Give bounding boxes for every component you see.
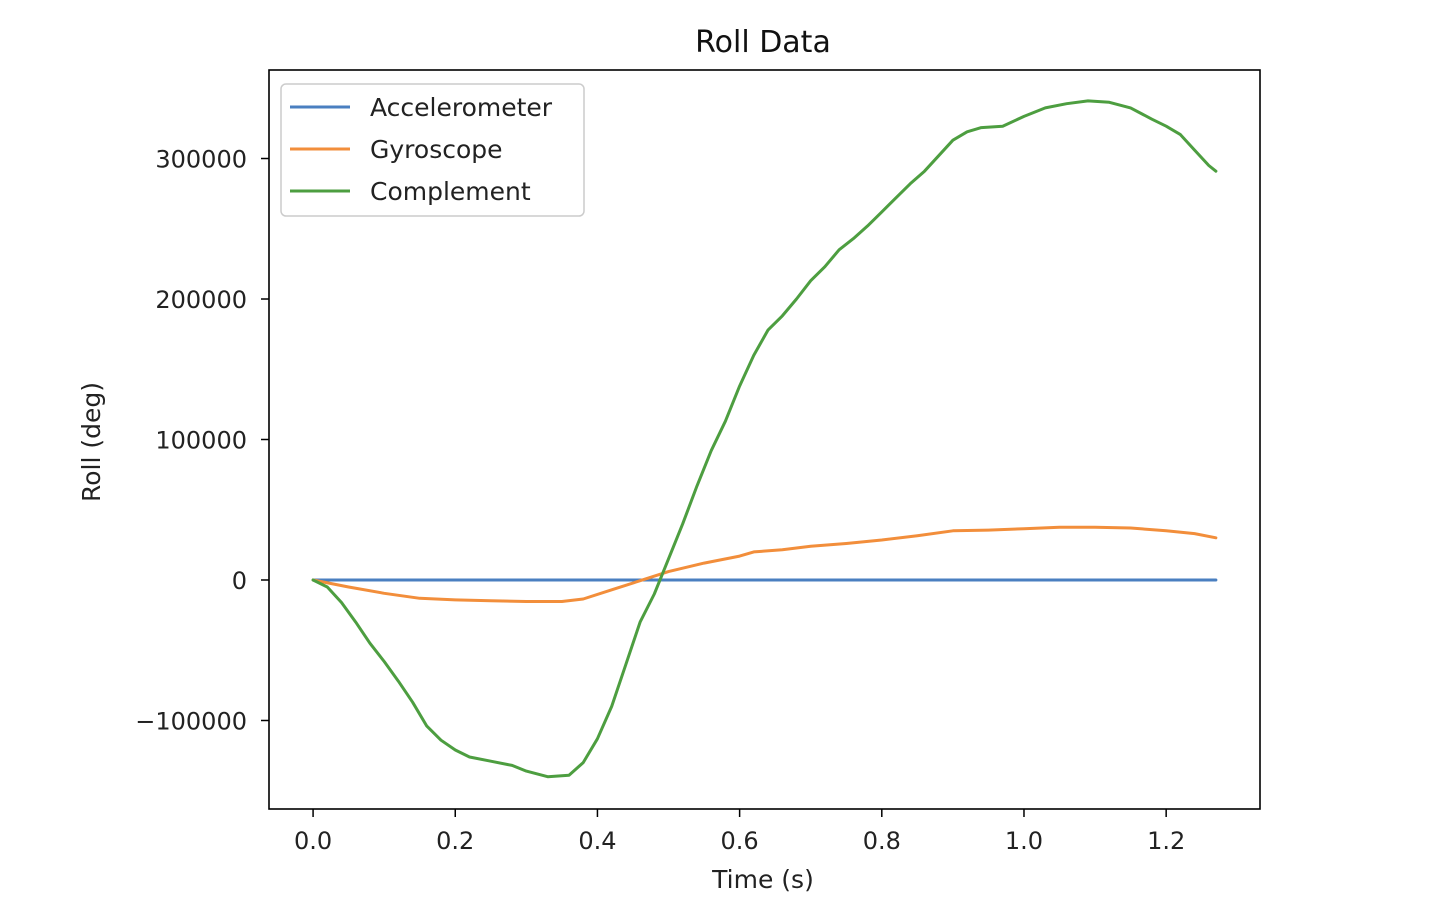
y-tick-label: 0: [232, 567, 247, 595]
y-tick-label: 300000: [155, 146, 247, 174]
x-tick-label: 1.0: [1005, 827, 1043, 855]
chart-title: Roll Data: [695, 25, 831, 60]
y-tick-label: 200000: [155, 286, 247, 314]
series-line-gyroscope: [311, 525, 1218, 603]
x-axis: 0.0 0.2 0.4 0.6 0.8 1.0 1.2: [294, 809, 1185, 855]
x-tick-label: 0.6: [721, 827, 759, 855]
legend: Accelerometer Gyroscope Complement: [280, 83, 585, 217]
x-tick-label: 0.8: [863, 827, 901, 855]
y-tick-label: −100000: [135, 707, 247, 735]
y-tick-label: 100000: [155, 427, 247, 455]
legend-label-complement: Complement: [370, 177, 531, 206]
legend-frame: [280, 83, 585, 217]
x-tick-label: 0.0: [294, 827, 332, 855]
x-tick-label: 0.2: [436, 827, 474, 855]
x-axis-label: Time (s): [711, 865, 814, 894]
legend-label-gyroscope: Gyroscope: [370, 135, 503, 164]
legend-label-accelerometer: Accelerometer: [370, 93, 553, 122]
series-line-complement: [311, 99, 1218, 779]
x-tick-label: 0.4: [578, 827, 616, 855]
y-axis: −100000 0 100000 200000 300000: [135, 146, 269, 735]
y-axis-label: Roll (deg): [77, 382, 106, 502]
x-tick-label: 1.2: [1147, 827, 1185, 855]
plot-area: [311, 99, 1218, 779]
